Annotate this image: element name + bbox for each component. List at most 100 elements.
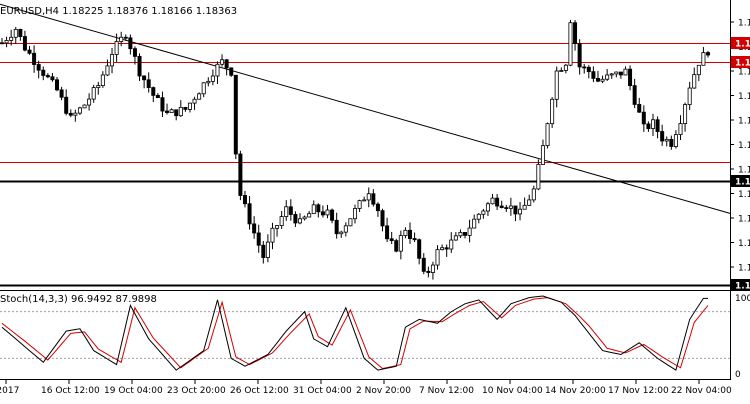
candle xyxy=(687,81,692,111)
candle xyxy=(440,244,445,251)
candle xyxy=(270,222,275,250)
stochastic-scale-max: 100 xyxy=(735,294,750,304)
chart-header-symbol: EURUSD,H4 1.18225 1.18376 1.18166 1.1836… xyxy=(0,6,237,17)
price-axis-label: 1.15 xyxy=(738,215,750,225)
svg-text:1.1: 1.1 xyxy=(735,59,750,69)
candle xyxy=(706,51,711,58)
candle xyxy=(41,66,46,81)
candle xyxy=(531,185,536,203)
candle xyxy=(586,65,591,79)
candle xyxy=(417,238,422,265)
candle xyxy=(302,215,307,221)
candle xyxy=(293,211,298,227)
candle xyxy=(82,104,87,109)
candle xyxy=(458,229,463,238)
candle xyxy=(563,63,568,74)
candle xyxy=(96,81,101,95)
price-axis[interactable]: 1.181.181.171.171.171.161.161.161.151.15… xyxy=(730,19,750,274)
candle xyxy=(641,105,646,132)
price-axis-label: 1.18 xyxy=(738,19,750,29)
candle xyxy=(352,204,357,224)
candle xyxy=(472,214,477,229)
candle xyxy=(408,222,413,244)
time-axis[interactable]: Oct 2017 16 Oct 12:00 19 Oct 04:00 23 Oct 2… xyxy=(0,380,732,396)
svg-text:1.1: 1.1 xyxy=(735,282,750,292)
candle xyxy=(73,109,78,122)
candle xyxy=(220,54,225,67)
candle xyxy=(279,210,284,229)
candle xyxy=(325,204,330,219)
candle xyxy=(87,93,92,111)
candle xyxy=(68,109,73,118)
candle xyxy=(637,97,642,113)
candle xyxy=(430,261,435,280)
stochastic-panel[interactable] xyxy=(0,295,730,371)
candle xyxy=(600,75,605,84)
candle xyxy=(339,230,344,238)
price-axis-label: 1.17 xyxy=(738,117,750,127)
candle xyxy=(174,109,179,121)
candle xyxy=(265,234,270,263)
price-panel[interactable] xyxy=(0,3,731,287)
candle xyxy=(444,244,449,257)
candle xyxy=(32,45,37,73)
candle xyxy=(132,46,137,65)
time-axis-label: 2 Nov 20:00 xyxy=(356,386,411,396)
price-tag: 1.1 xyxy=(731,279,750,292)
candle xyxy=(540,139,545,165)
candle xyxy=(495,193,500,210)
candle xyxy=(59,86,64,101)
candle xyxy=(499,200,504,209)
candle xyxy=(650,113,655,136)
time-axis-label: 31 Oct 04:00 xyxy=(293,386,352,396)
price-tag: 1.1 xyxy=(731,56,750,69)
candle xyxy=(288,199,293,221)
candle xyxy=(215,61,220,84)
candle xyxy=(375,202,380,217)
candle xyxy=(632,78,637,109)
candle xyxy=(577,39,582,75)
candle xyxy=(403,227,408,239)
candle xyxy=(105,59,110,77)
candle xyxy=(554,66,559,108)
candle xyxy=(334,212,339,239)
candle xyxy=(77,106,82,116)
candle xyxy=(481,208,486,219)
candle xyxy=(178,100,183,117)
candle xyxy=(123,34,128,41)
candle xyxy=(50,72,55,82)
price-tags: 1.1 1.1 1.1 1.1 xyxy=(731,37,750,292)
candle xyxy=(256,224,261,253)
candle xyxy=(490,193,495,205)
candle xyxy=(467,219,472,243)
candle xyxy=(261,240,266,264)
candle xyxy=(284,200,289,221)
candle xyxy=(421,253,426,275)
candle xyxy=(316,203,321,218)
candle xyxy=(536,159,541,191)
time-axis-label: 17 Nov 12:00 xyxy=(608,386,669,396)
time-axis-label: 10 Nov 04:00 xyxy=(482,386,543,396)
candle xyxy=(169,108,174,113)
candle xyxy=(320,205,325,218)
candle xyxy=(371,189,376,207)
price-axis-label: 1.17 xyxy=(738,92,750,102)
candle xyxy=(527,194,532,206)
price-axis-label: 1.16 xyxy=(738,190,750,200)
candle xyxy=(330,208,335,224)
candle xyxy=(366,187,371,208)
candle xyxy=(357,199,362,212)
candle xyxy=(646,121,651,132)
candle xyxy=(582,63,587,74)
candle xyxy=(701,46,706,66)
candle xyxy=(160,91,165,118)
stochastic-label: Stoch(14,3,3) 96.9492 87.9898 xyxy=(0,294,157,305)
candle xyxy=(508,197,513,216)
candle xyxy=(591,66,596,83)
candle xyxy=(550,97,555,128)
candle xyxy=(435,245,440,270)
candle xyxy=(242,190,247,208)
candle xyxy=(389,231,394,245)
